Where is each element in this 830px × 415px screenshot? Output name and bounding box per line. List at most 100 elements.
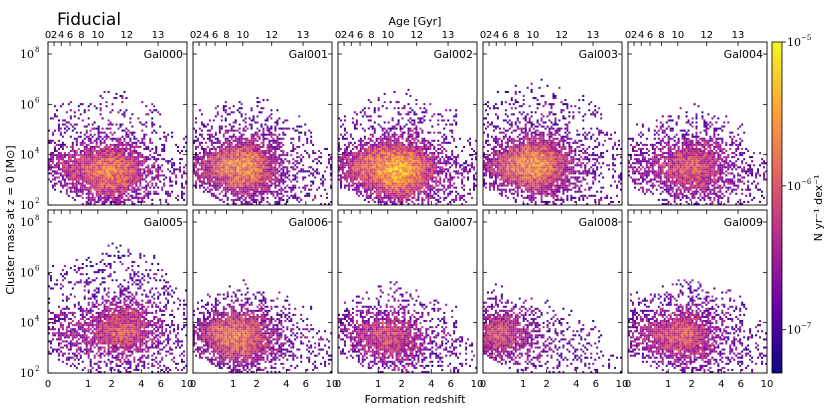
histogram-cell [306, 170, 308, 172]
histogram-cell [231, 179, 233, 181]
histogram-cell [119, 95, 121, 97]
histogram-cell [408, 144, 410, 146]
histogram-cell [469, 154, 471, 156]
histogram-cell [362, 187, 364, 189]
histogram-cell [251, 189, 253, 191]
histogram-cell [263, 164, 265, 166]
histogram-cell [245, 185, 247, 187]
histogram-cell [253, 176, 255, 178]
histogram-cell [257, 191, 259, 193]
histogram-cell [94, 176, 96, 178]
histogram-cell [253, 174, 255, 176]
histogram-cell [364, 150, 366, 152]
histogram-cell [406, 191, 408, 193]
histogram-cell [102, 148, 104, 150]
histogram-cell [374, 201, 376, 203]
histogram-cell [52, 134, 54, 136]
histogram-cell [302, 144, 304, 146]
histogram-cell [340, 148, 342, 150]
histogram-cell [431, 197, 433, 199]
histogram-cell [229, 189, 231, 191]
histogram-cell [388, 136, 390, 138]
histogram-cell [179, 170, 181, 172]
histogram-cell [239, 107, 241, 109]
histogram-cell [415, 187, 417, 189]
histogram-cell [145, 195, 147, 197]
histogram-cell [94, 181, 96, 183]
histogram-cell [223, 181, 225, 183]
histogram-cell [433, 166, 435, 168]
histogram-cell [181, 191, 183, 193]
histogram-cell [153, 191, 155, 193]
histogram-cell [425, 179, 427, 181]
histogram-cell [255, 160, 257, 162]
histogram-cell [125, 164, 127, 166]
histogram-cell [263, 140, 265, 142]
histogram-cell [465, 166, 467, 168]
histogram-cell [350, 152, 352, 154]
histogram-cell [257, 189, 259, 191]
histogram-cell [62, 156, 64, 158]
histogram-cell [263, 146, 265, 148]
histogram-cell [386, 162, 388, 164]
histogram-cell [112, 158, 114, 160]
histogram-cell [268, 162, 270, 164]
histogram-cell [362, 164, 364, 166]
histogram-cell [421, 121, 423, 123]
histogram-cell [376, 170, 378, 172]
histogram-cell [247, 172, 249, 174]
histogram-cell [213, 136, 215, 138]
histogram-cell [121, 189, 123, 191]
histogram-cell [58, 144, 60, 146]
histogram-cell [227, 144, 229, 146]
histogram-cell [447, 168, 449, 170]
histogram-cell [151, 117, 153, 119]
histogram-cell [431, 172, 433, 174]
histogram-cell [114, 166, 116, 168]
histogram-cell [471, 148, 473, 150]
histogram-cell [64, 166, 66, 168]
histogram-cell [398, 164, 400, 166]
histogram-cell [266, 144, 268, 146]
histogram-cell [201, 134, 203, 136]
histogram-cell [161, 158, 163, 160]
histogram-cell [298, 156, 300, 158]
histogram-cell [378, 160, 380, 162]
histogram-cell [249, 150, 251, 152]
histogram-cell [264, 181, 266, 183]
histogram-cell [266, 152, 268, 154]
histogram-cell [147, 148, 149, 150]
histogram-cell [386, 183, 388, 185]
histogram-cell [342, 154, 344, 156]
histogram-cell [137, 176, 139, 178]
histogram-cell [362, 174, 364, 176]
histogram-cell [326, 166, 328, 168]
histogram-cell [390, 195, 392, 197]
histogram-cell [84, 170, 86, 172]
histogram-cell [183, 170, 185, 172]
histogram-cell [74, 166, 76, 168]
histogram-cell [298, 162, 300, 164]
histogram-cell [251, 138, 253, 140]
histogram-cell [119, 191, 121, 193]
histogram-cell [125, 174, 127, 176]
histogram-cell [249, 193, 251, 195]
histogram-cell [245, 179, 247, 181]
histogram-cell [102, 150, 104, 152]
histogram-cell [102, 158, 104, 160]
histogram-cell [415, 183, 417, 185]
histogram-cell [237, 181, 239, 183]
histogram-cell [372, 154, 374, 156]
histogram-cell [437, 148, 439, 150]
histogram-cell [390, 168, 392, 170]
histogram-cell [358, 189, 360, 191]
histogram-cell [64, 162, 66, 164]
histogram-cell [233, 199, 235, 201]
histogram-cell [364, 164, 366, 166]
histogram-cell [408, 185, 410, 187]
histogram-cell [415, 150, 417, 152]
histogram-cell [396, 144, 398, 146]
histogram-cell [398, 185, 400, 187]
histogram-cell [386, 176, 388, 178]
histogram-cell [131, 113, 133, 115]
